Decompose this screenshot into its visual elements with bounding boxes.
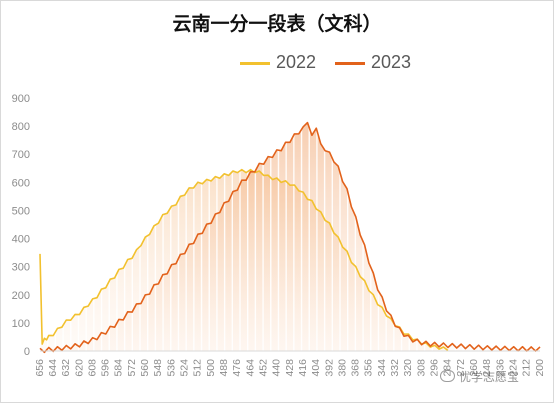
x-tick-label: 488	[218, 359, 230, 377]
x-tick-label: 260	[468, 359, 480, 377]
y-tick-label: 800	[12, 121, 30, 133]
x-tick-label: 248	[481, 359, 493, 377]
x-tick-label: 656	[34, 359, 46, 377]
x-tick-label: 224	[507, 359, 519, 377]
legend-label-2022: 2022	[276, 52, 317, 72]
x-tick-label: 500	[205, 359, 217, 377]
legend-swatch-2022	[240, 62, 270, 65]
x-tick-label: 392	[323, 359, 335, 377]
series-area-2023	[40, 122, 540, 353]
x-tick-label: 644	[47, 359, 59, 377]
x-tick-label: 452	[257, 359, 269, 377]
series-lines	[39, 121, 541, 354]
x-tick-label: 344	[376, 359, 388, 377]
x-axis: 656 644 632 620 608 596 584 572 560 548 536 524 512 5…	[34, 350, 546, 377]
y-tick-label: 200	[12, 290, 30, 302]
x-tick-label: 608	[86, 359, 98, 377]
x-tick-label: 236	[494, 359, 506, 377]
x-tick-label: 596	[100, 359, 112, 377]
series-areas	[40, 122, 540, 353]
x-tick-label: 296	[428, 359, 440, 377]
x-tick-label: 212	[521, 359, 533, 377]
x-tick-label: 272	[455, 359, 467, 377]
y-tick-label: 400	[12, 234, 30, 246]
column-stripes	[39, 128, 541, 351]
x-tick-label: 440	[271, 359, 283, 377]
x-tick-label: 560	[139, 359, 151, 377]
x-tick-label: 524	[178, 359, 190, 377]
x-tick-label: 536	[165, 359, 177, 377]
x-tick-label: 416	[297, 359, 309, 377]
y-tick-label: 700	[12, 149, 30, 161]
chat-bubble-icon	[440, 370, 455, 382]
y-tick-label: 0	[24, 346, 30, 358]
x-tick-label: 368	[350, 359, 362, 377]
watermark: 优学志愿宝	[440, 368, 519, 385]
y-tick-label: 600	[12, 177, 30, 189]
legend-label-2023: 2023	[371, 52, 412, 72]
x-tick-label: 512	[192, 359, 204, 377]
x-tick-label: 332	[389, 359, 401, 377]
watermark-text: 优学志愿宝	[459, 370, 520, 384]
x-tick-label: 584	[113, 359, 125, 377]
legend-swatch-2023	[335, 62, 365, 65]
x-tick-label: 632	[60, 359, 72, 377]
series-line-2022	[39, 168, 449, 352]
x-tick-label: 404	[310, 359, 322, 377]
y-tick-label: 300	[12, 262, 30, 274]
x-tick-label: 464	[244, 359, 256, 377]
y-tick-label: 500	[12, 205, 30, 217]
x-tick-label: 320	[402, 359, 414, 377]
x-tick-label: 308	[415, 359, 427, 377]
series-line-2023	[39, 121, 541, 354]
x-tick-label: 572	[126, 359, 138, 377]
y-axis: 0 100 200 300 400 500 600 700 800 900	[12, 93, 30, 358]
x-tick-label: 620	[73, 359, 85, 377]
x-tick-label: 548	[152, 359, 164, 377]
x-tick-label: 356	[363, 359, 375, 377]
x-tick-label: 428	[284, 359, 296, 377]
chart-title: 云南一分一段表（文科）	[172, 13, 382, 35]
x-tick-label: 476	[231, 359, 243, 377]
x-tick-label: 200	[534, 359, 546, 377]
y-tick-label: 900	[12, 93, 30, 105]
y-tick-label: 100	[12, 318, 30, 330]
x-tick-label: 380	[336, 359, 348, 377]
